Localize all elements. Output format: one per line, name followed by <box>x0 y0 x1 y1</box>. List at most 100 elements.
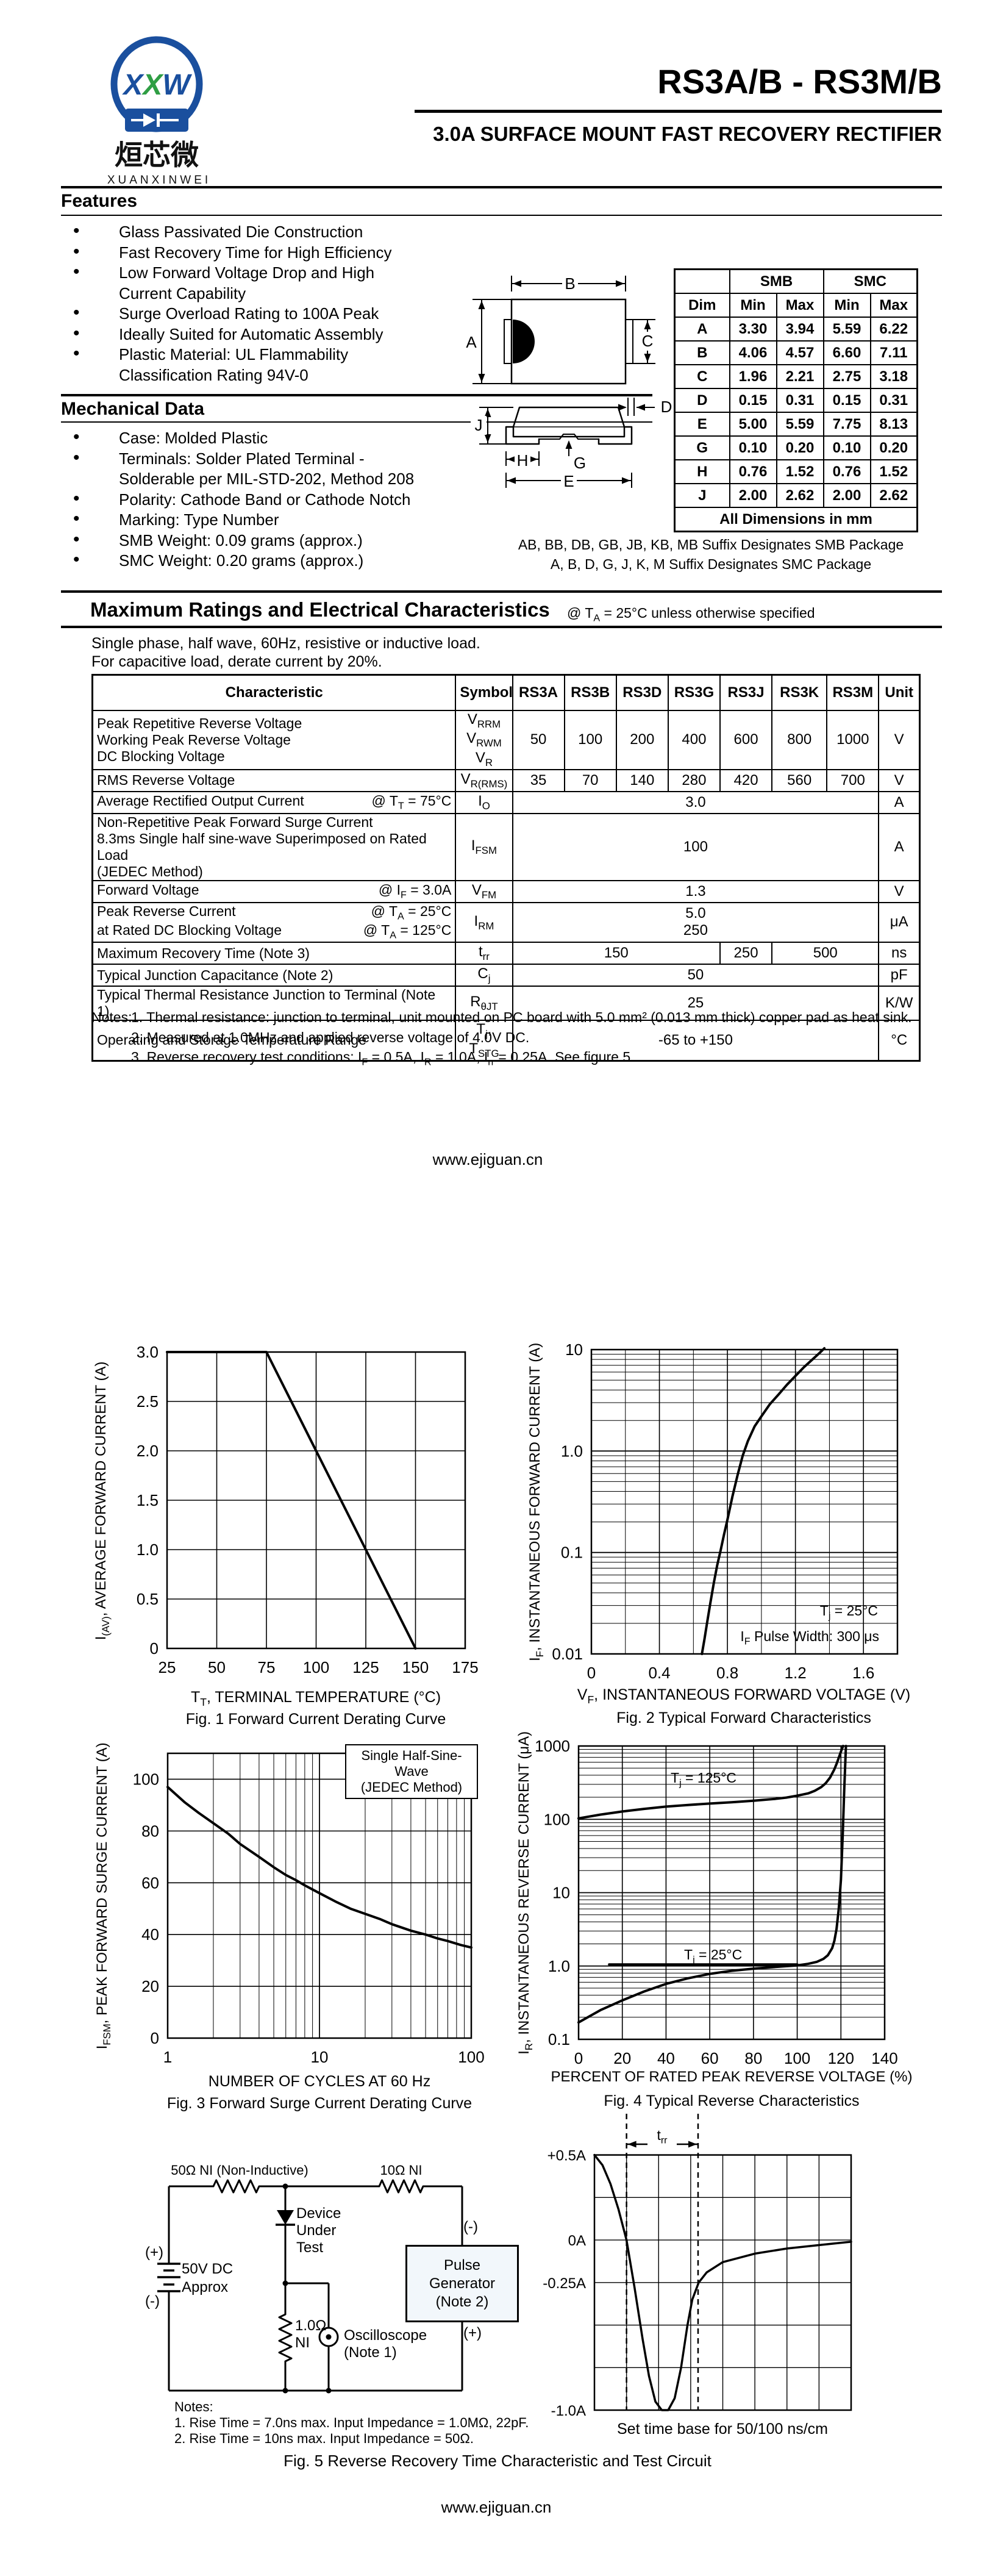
fig4-annotation-125c: Tj = 125°C <box>671 1770 737 1789</box>
logo-en-name: XUANXINWEI <box>107 174 210 187</box>
note-item-3: 3. Reverse recovery test conditions: IF … <box>131 1049 635 1068</box>
svg-text:20: 20 <box>613 2049 631 2067</box>
dim-group-smc: SMC <box>822 268 918 294</box>
ratings-col-header: RS3G <box>667 674 721 711</box>
ratings-symbol: Tj, TSTG <box>455 1020 513 1062</box>
ratings-row: Peak Repetitive Reverse Voltage Working P… <box>91 709 921 770</box>
dim-label-a: A <box>463 333 479 352</box>
ratings-value: 50 <box>512 964 880 987</box>
ratings-row: Typical Thermal Resistance Junction to T… <box>91 986 921 1021</box>
list-item: Fast Recovery Time for High Efficiency <box>61 242 427 263</box>
svg-text:0: 0 <box>151 2029 159 2047</box>
circuit-r1-label: 50Ω NI (Non-Inductive) <box>171 2163 308 2178</box>
section-rule <box>61 215 942 216</box>
svg-text:-1.0A: -1.0A <box>551 2403 586 2419</box>
ratings-row: Typical Junction Capacitance (Note 2) Cj 5… <box>91 964 921 987</box>
ratings-value: 500 <box>771 942 880 965</box>
ratings-table: Characteristic Symbol RS3A RS3B RS3D RS3G RS3J… <box>91 674 921 1062</box>
svg-text:0.1: 0.1 <box>548 2030 570 2048</box>
ratings-characteristic: Peak Reverse Current @ TA = 25°C at Rated … <box>91 901 457 943</box>
logo-monogram-x1: X <box>121 69 144 101</box>
svg-text:XXW: XXW <box>121 69 192 101</box>
ratings-col-header: Characteristic <box>91 674 457 711</box>
svg-text:175: 175 <box>452 1658 478 1676</box>
fig5-timebase-caption: Set time base for 50/100 ns/cm <box>616 2420 828 2438</box>
logo-cn-name: 烜芯微 <box>115 139 199 171</box>
svg-text:125: 125 <box>352 1658 379 1676</box>
fig1-y-axis-title: I(AV), AVERAGE FORWARD CURRENT (A) <box>93 1361 112 1640</box>
fig1-x-axis-title: TT, TERMINAL TEMPERATURE (°C) <box>190 1689 441 1708</box>
ratings-col-header: RS3K <box>771 674 828 711</box>
ratings-unit: K/W <box>878 986 921 1021</box>
ratings-unit: A <box>878 812 921 881</box>
ratings-col-header: Unit <box>878 674 921 711</box>
ratings-unit: V <box>878 879 921 903</box>
dim-table-row: D 0.15 0.31 0.15 0.31 <box>674 388 918 413</box>
circuit-scope-label: Oscilloscope (Note 1) <box>344 2327 427 2361</box>
dim-table-row: H 0.76 1.52 0.76 1.52 <box>674 459 918 484</box>
fig5-trr-label: trr <box>647 2127 677 2147</box>
svg-text:150: 150 <box>402 1658 429 1676</box>
section-rule <box>61 421 652 423</box>
fig3-y-axis-title: IFSM, PEAK FORWARD SURGE CURRENT (A) <box>94 1742 113 2050</box>
list-item: Polarity: Cathode Band or Cathode Notch <box>61 488 427 510</box>
suffix-note-smc: A, B, D, G, J, K, M Suffix Designates SM… <box>550 556 872 572</box>
circuit-supply-plus: (+) <box>145 2244 163 2261</box>
ratings-characteristic: Forward Voltage @ IF = 3.0A <box>91 879 457 903</box>
title-rule <box>415 110 942 113</box>
dim-label-h: H <box>515 451 530 471</box>
note-item-2: 2. Measured at 1.0MHz and applied revers… <box>131 1029 530 1045</box>
dim-table-group-row: SMB SMC <box>674 268 918 294</box>
circuit-r2-label: 10Ω NI <box>380 2163 423 2178</box>
dim-table-footer: All Dimensions in mm <box>674 507 918 532</box>
svg-text:25: 25 <box>159 1658 176 1676</box>
list-item: Ideally Suited for Automatic Assembly <box>61 323 427 345</box>
ratings-characteristic: Maximum Recovery Time (Note 3) <box>91 942 457 965</box>
svg-text:0.5: 0.5 <box>137 1590 159 1608</box>
ratings-value: 3.0 <box>512 790 880 814</box>
svg-text:1.0: 1.0 <box>548 1957 570 1975</box>
ratings-col-header: RS3J <box>719 674 773 711</box>
section-rule <box>61 186 942 188</box>
suffix-note-smb: AB, BB, DB, GB, JB, KB, MB Suffix Design… <box>518 537 904 553</box>
note-item-1: 1. Thermal resistance: junction to termi… <box>131 1009 912 1025</box>
fig3-caption: Fig. 3 Forward Surge Current Derating Cu… <box>166 2095 473 2112</box>
circuit-pg-minus: (-) <box>463 2219 478 2235</box>
dim-label-c: C <box>640 332 655 351</box>
ratings-value: 150 <box>512 942 721 965</box>
dim-table-row: C 1.96 2.21 2.75 3.18 <box>674 364 918 389</box>
svg-text:0.01: 0.01 <box>552 1645 583 1663</box>
dim-table-row: G 0.10 0.20 0.10 0.20 <box>674 435 918 460</box>
fig4-annotation-25c: Tj = 25°C <box>684 1947 743 1966</box>
ratings-value: 1.3 <box>512 879 880 903</box>
ratings-value: 280 <box>667 768 721 792</box>
svg-text:0: 0 <box>574 2049 583 2067</box>
page-subtitle: 3.0A SURFACE MOUNT FAST RECOVERY RECTIFI… <box>433 123 942 145</box>
ratings-symbol: VRRM VRWM VR <box>455 709 513 770</box>
ratings-value: 400 <box>667 709 721 770</box>
ratings-row: RMS Reverse Voltage VR(RMS) 35 70 140 280 420 5… <box>91 768 921 792</box>
list-item: Plastic Material: UL Flammability Classi… <box>61 343 427 385</box>
dim-label-b: B <box>562 274 578 294</box>
ratings-value: 1000 <box>826 709 880 770</box>
ratings-row: Forward Voltage @ IF = 3.0A VFM 1.3 V <box>91 879 921 903</box>
svg-text:1.6: 1.6 <box>852 1664 874 1682</box>
ratings-row: Operating and Storage Temperature Range T… <box>91 1020 921 1062</box>
footer-url-bottom: www.ejiguan.cn <box>441 2498 552 2516</box>
fig2-y-axis-title: IF, INSTANTANEOUS FORWARD CURRENT (A) <box>527 1342 546 1662</box>
ratings-value: 100 <box>563 709 617 770</box>
ratings-row: Maximum Recovery Time (Note 3) trr 150 250 5… <box>91 942 921 965</box>
list-item: SMC Weight: 0.20 grams (approx.) <box>61 549 427 571</box>
circuit-dut-label: Device Under Test <box>296 2205 341 2256</box>
svg-text:80: 80 <box>744 2049 762 2067</box>
ratings-unit: μA <box>878 901 921 943</box>
svg-text:1.0: 1.0 <box>137 1540 159 1559</box>
svg-text:60: 60 <box>701 2049 719 2067</box>
features-list-wrap: Glass Passivated Die ConstructionFast Re… <box>61 221 427 385</box>
svg-text:+0.5A: +0.5A <box>547 2148 586 2164</box>
ratings-value: 5.0 250 <box>512 901 880 943</box>
ratings-unit: °C <box>878 1020 921 1062</box>
ratings-characteristic: Operating and Storage Temperature Range <box>91 1020 457 1062</box>
section-rule <box>61 626 942 628</box>
